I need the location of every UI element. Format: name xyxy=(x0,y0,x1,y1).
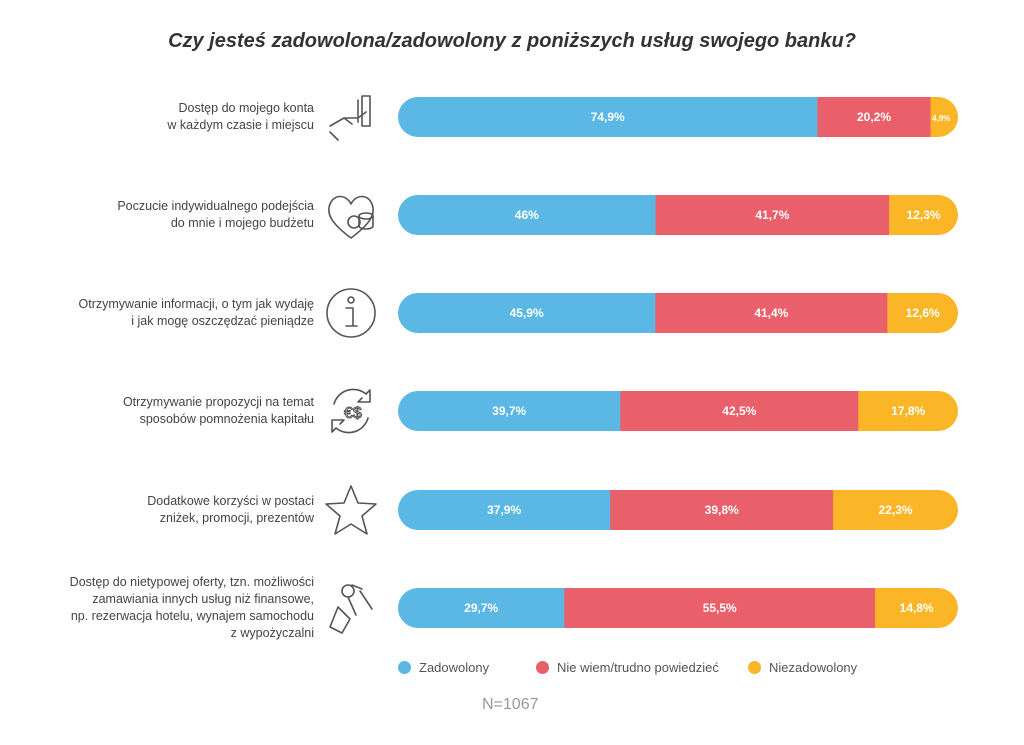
bar-row xyxy=(398,293,958,333)
legend-item-niezadowolony: Niezadowolony xyxy=(748,660,857,675)
legend-label: Nie wiem/trudno powiedzieć xyxy=(557,660,719,675)
category-label-line: i jak mogę oszczędzać pieniądze xyxy=(131,314,314,328)
bar-segment xyxy=(610,490,834,530)
category-label: Otrzymywanie propozycji na temat sposobów… xyxy=(14,394,314,428)
category-label-line: Otrzymywanie informacji, o tym jak wydaj… xyxy=(78,297,314,311)
data-label: 55,5% xyxy=(703,601,737,615)
bar-segment xyxy=(858,391,958,431)
data-label: 12,3% xyxy=(907,208,941,222)
legend-label: Zadowolony xyxy=(419,660,490,675)
heart-coins-icon xyxy=(322,186,380,244)
sample-size: N=1067 xyxy=(482,696,539,713)
bar-segment xyxy=(887,293,958,333)
bar-segment xyxy=(655,195,890,235)
data-label: 41,7% xyxy=(755,208,789,222)
category-label-line: zamawiania innych usług niż finansowe, xyxy=(92,592,314,606)
category-label: Poczucie indywidualnego podejścia do mnie… xyxy=(14,198,314,232)
bar-segment xyxy=(564,588,876,628)
bar-segment xyxy=(817,97,932,137)
star-icon xyxy=(322,481,380,539)
category-label: Dodatkowe korzyści w postaci zniżek, prom… xyxy=(14,493,314,527)
currency-exchange-icon: €$ xyxy=(322,382,380,440)
bar-row xyxy=(398,490,958,530)
bar-segment xyxy=(620,391,859,431)
legend-item-zadowolony: Zadowolony xyxy=(398,660,489,675)
data-label: 45,9% xyxy=(510,306,544,320)
category-label: Dostęp do mojego konta w każdym czasie i … xyxy=(14,100,314,134)
keys-tag-icon xyxy=(322,579,380,637)
category-label-line: Dodatkowe korzyści w postaci xyxy=(147,494,314,508)
category-label-line: np. rezerwacja hotelu, wynajem samochodu xyxy=(70,609,314,623)
bar-row xyxy=(398,588,958,628)
bar-segment xyxy=(398,490,611,530)
data-label: 29,7% xyxy=(464,601,498,615)
category-label-line: sposobów pomnożenia kapitału xyxy=(139,412,314,426)
category-label-line: Poczucie indywidualnego podejścia xyxy=(117,199,314,213)
bar-segment xyxy=(398,293,656,333)
data-label: 39,8% xyxy=(705,503,739,517)
bar-segment xyxy=(833,490,958,530)
legend-swatch xyxy=(398,661,411,674)
category-label-line: z wypożyczalni xyxy=(230,626,314,640)
data-label: 46% xyxy=(515,208,539,222)
data-label: 4,9% xyxy=(932,114,950,123)
category-label: Dostęp do nietypowej oferty, tzn. możliw… xyxy=(14,574,314,642)
bar-segment xyxy=(398,195,657,235)
category-label-line: zniżek, promocji, prezentów xyxy=(159,511,314,525)
data-label: 74,9% xyxy=(591,110,625,124)
data-label: 42,5% xyxy=(722,404,756,418)
legend-item-nie-wiem: Nie wiem/trudno powiedzieć xyxy=(536,660,719,675)
category-label: Otrzymywanie informacji, o tym jak wydaj… xyxy=(14,296,314,330)
legend-swatch xyxy=(536,661,549,674)
data-label: 41,4% xyxy=(754,306,788,320)
hand-card-icon xyxy=(322,88,380,146)
chart-title: Czy jesteś zadowolona/zadowolony z poniż… xyxy=(168,30,856,52)
bar-segment xyxy=(875,588,958,628)
bar-row xyxy=(398,195,958,235)
category-label-line: do mnie i mojego budżetu xyxy=(170,216,314,230)
data-label: 22,3% xyxy=(879,503,913,517)
category-label-line: w każdym czasie i miejscu xyxy=(167,118,314,132)
legend-swatch xyxy=(748,661,761,674)
legend-label: Niezadowolony xyxy=(769,660,858,675)
info-icon xyxy=(322,284,380,342)
bar-row xyxy=(398,97,958,137)
bar-row xyxy=(398,391,958,431)
data-label: 37,9% xyxy=(487,503,521,517)
data-label: 12,6% xyxy=(906,306,940,320)
bar-segment xyxy=(889,195,958,235)
bar-segment xyxy=(398,97,818,137)
data-label: 17,8% xyxy=(891,404,925,418)
bar-segment xyxy=(398,588,565,628)
bar-segment xyxy=(398,391,621,431)
category-label-line: Dostęp do nietypowej oferty, tzn. możliw… xyxy=(69,575,314,589)
data-label: 20,2% xyxy=(857,110,891,124)
category-label-line: Otrzymywanie propozycji na temat xyxy=(122,395,314,409)
data-label: 39,7% xyxy=(492,404,526,418)
data-label: 14,8% xyxy=(900,601,934,615)
category-label-line: Dostęp do mojego konta xyxy=(178,101,314,115)
bar-segment xyxy=(655,293,888,333)
svg-text:€$: €$ xyxy=(344,405,362,422)
